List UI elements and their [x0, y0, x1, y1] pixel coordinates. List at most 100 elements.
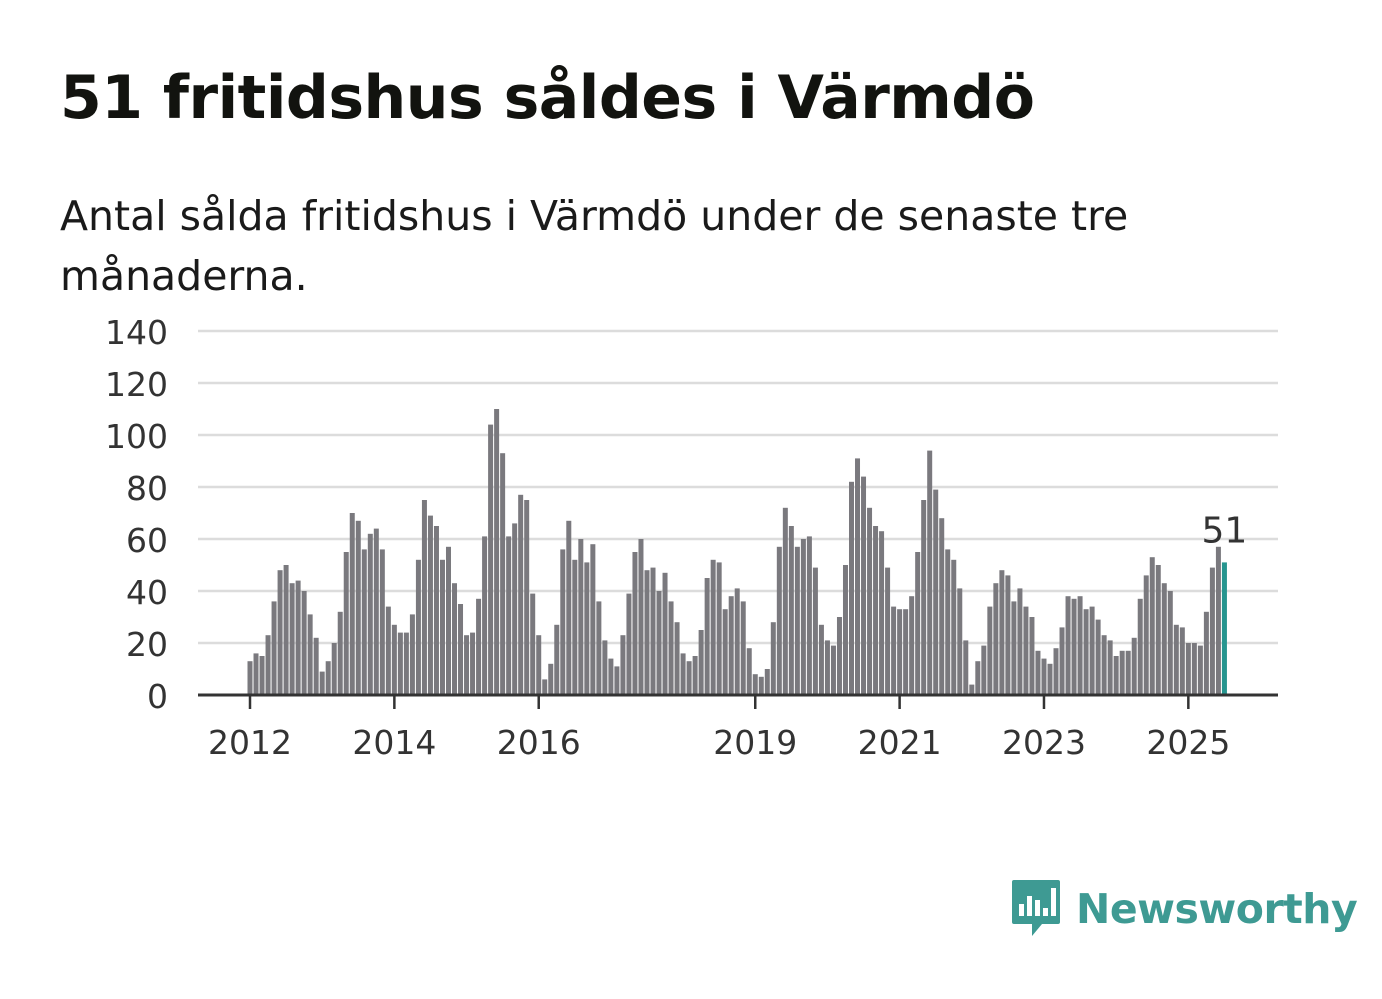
bar	[554, 624, 560, 695]
y-tick-label: 60	[126, 521, 168, 560]
bar	[433, 526, 439, 695]
bar	[921, 500, 927, 695]
bar	[1017, 588, 1023, 695]
bar	[1161, 583, 1167, 695]
bar	[903, 609, 909, 695]
highlighted-bar	[1221, 562, 1227, 695]
bar	[752, 674, 758, 695]
bar	[421, 500, 427, 695]
bar	[1089, 606, 1095, 695]
bar	[1197, 645, 1203, 695]
bar	[1047, 663, 1053, 695]
bar-chart-speech-bubble-icon	[1012, 880, 1060, 936]
y-tick-label: 40	[126, 573, 168, 612]
bar	[842, 565, 848, 695]
bar	[1185, 643, 1191, 695]
bar	[794, 546, 800, 695]
bar	[578, 539, 584, 695]
bar	[975, 661, 981, 695]
bar	[464, 635, 470, 695]
bar	[849, 481, 854, 695]
bar	[891, 606, 897, 695]
bar	[650, 567, 656, 695]
x-tick-label: 2019	[713, 723, 797, 762]
bar	[409, 614, 415, 695]
bar	[969, 684, 975, 695]
bar	[1065, 596, 1071, 695]
y-tick-label: 100	[105, 417, 168, 456]
bar	[867, 507, 873, 695]
chart-title: 51 fritidshus såldes i Värmdö	[60, 63, 1035, 133]
y-tick-label: 120	[105, 365, 168, 404]
bar	[680, 653, 686, 695]
bar	[530, 593, 536, 695]
bar	[1053, 648, 1059, 695]
newsworthy-logo: Newsworthy	[1010, 878, 1358, 940]
bar	[740, 601, 746, 695]
bar	[1107, 640, 1113, 695]
bar	[536, 635, 542, 695]
bar	[500, 453, 506, 695]
bar	[247, 661, 253, 695]
bar	[1119, 650, 1125, 695]
bar	[1191, 643, 1197, 695]
bar	[259, 656, 265, 695]
bar	[361, 549, 367, 695]
bar	[319, 671, 325, 695]
y-tick-label: 140	[105, 313, 168, 352]
bar	[764, 669, 770, 695]
bar	[770, 622, 776, 695]
y-tick-label: 0	[147, 677, 168, 716]
bar	[439, 559, 445, 695]
bar	[620, 635, 626, 695]
bar	[879, 531, 885, 695]
bar	[1203, 611, 1209, 695]
bar	[626, 593, 632, 695]
x-tick-label: 2021	[858, 723, 942, 762]
bar	[325, 661, 331, 695]
bar	[1071, 598, 1077, 695]
bar	[518, 494, 524, 695]
bar	[349, 513, 355, 695]
bar	[572, 559, 578, 695]
bar	[885, 567, 891, 695]
bar	[656, 591, 662, 695]
bar	[277, 570, 283, 695]
bar	[981, 645, 987, 695]
bar	[830, 645, 836, 695]
x-tick-label: 2014	[352, 723, 436, 762]
bar	[861, 476, 867, 695]
bar	[403, 632, 409, 695]
bar	[1143, 575, 1149, 695]
bar	[855, 458, 861, 695]
bar	[728, 596, 734, 695]
bar	[674, 622, 680, 695]
bar	[295, 580, 301, 695]
bar	[1041, 658, 1047, 695]
bar	[566, 520, 572, 695]
bar	[1101, 635, 1107, 695]
y-axis-labels: 0 20 40 60 80 100 120 140	[105, 313, 168, 716]
bar	[710, 559, 716, 695]
bar	[806, 536, 812, 695]
bar	[1125, 650, 1131, 695]
bar	[602, 640, 608, 695]
y-tick-label: 20	[126, 625, 168, 664]
bar	[1083, 609, 1089, 695]
annotations: 51	[1202, 510, 1248, 551]
bar	[818, 624, 824, 695]
bar	[963, 640, 969, 695]
bar	[542, 679, 548, 695]
bar	[367, 533, 373, 695]
bar	[782, 507, 788, 695]
bar	[746, 648, 752, 695]
bar	[355, 520, 361, 695]
bar	[548, 663, 554, 695]
bar	[873, 526, 879, 695]
bar	[1167, 591, 1173, 695]
x-tick-label: 2025	[1146, 723, 1230, 762]
bars	[247, 409, 1227, 695]
bar	[800, 539, 806, 695]
bar	[482, 536, 488, 695]
bar	[812, 567, 818, 695]
